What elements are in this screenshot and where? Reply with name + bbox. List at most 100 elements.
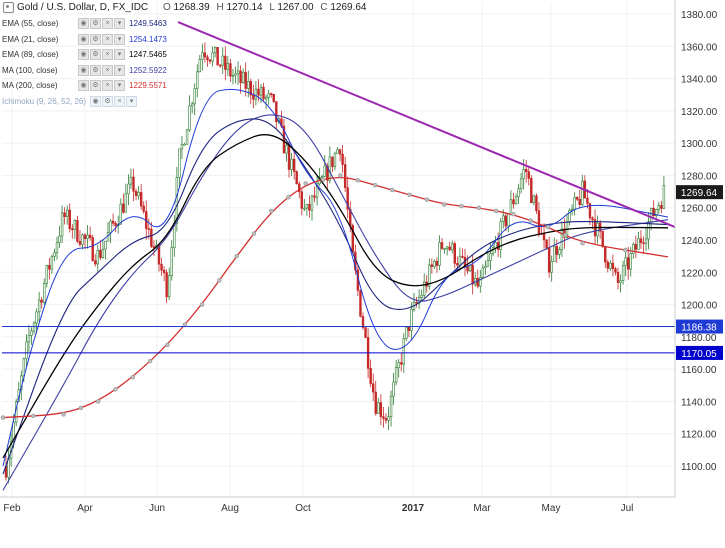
candle-body (323, 165, 326, 177)
candle-body (652, 207, 655, 217)
ma-200-marker (545, 224, 551, 230)
eye-icon[interactable]: ◉ (78, 18, 89, 30)
indicator-value: 1252.5922 (129, 65, 167, 75)
eye-icon[interactable]: ◉ (78, 49, 89, 61)
candle-body (81, 234, 84, 245)
settings-icon[interactable]: ⚙ (90, 33, 101, 45)
candle-body (581, 180, 584, 205)
candle-body (275, 101, 278, 123)
ma-200-marker (390, 187, 395, 193)
eye-icon[interactable]: ◉ (78, 33, 89, 45)
candle-body (440, 242, 444, 249)
horizontal-levels: 1186.38 1170.05 (2, 319, 723, 360)
symbol-title: Gold / U.S. Dollar, D, FX_IDC (17, 2, 149, 14)
ma-200-marker (623, 247, 628, 253)
settings-icon[interactable]: ⚙ (90, 64, 101, 76)
candle-body (504, 215, 507, 227)
ma-200-marker (78, 405, 84, 411)
candle-body (68, 209, 71, 229)
indicator-row[interactable]: MA (100, close) ◉ ⚙ × ▾ 1252.5922 (2, 63, 167, 79)
candle-body (371, 383, 375, 393)
y-tick-label: 1220.00 (681, 268, 718, 279)
close-icon[interactable]: × (102, 33, 113, 45)
candle-body (555, 246, 559, 255)
candle-body (479, 277, 482, 287)
low-label: L (269, 2, 275, 14)
indicator-row[interactable]: EMA (21, close) ◉ ⚙ × ▾ 1254.1473 (2, 32, 167, 48)
more-icon[interactable]: ▾ (126, 95, 138, 107)
candle-body (257, 88, 260, 96)
eye-icon[interactable]: ◉ (78, 80, 89, 92)
candle-body (642, 242, 645, 244)
candle-body (606, 261, 610, 269)
indicator-row[interactable]: EMA (89, close) ◉ ⚙ × ▾ 1247.5465 (2, 47, 167, 63)
ma-200-marker (251, 231, 257, 236)
collapse-icon[interactable] (3, 2, 14, 13)
indicator-row-ichimoku[interactable]: Ichimoku (9, 26, 52, 26) ◉ ⚙ × ▾ (2, 94, 167, 110)
candle-body (369, 368, 372, 385)
candle-body (374, 391, 377, 414)
settings-icon[interactable]: ⚙ (90, 80, 101, 92)
candle-body (343, 164, 347, 188)
ma-200-marker (320, 177, 326, 182)
settings-icon[interactable]: ⚙ (102, 95, 114, 107)
candle-body (150, 228, 153, 247)
level-price-badge (676, 345, 723, 360)
candle-body (114, 223, 117, 227)
trendline[interactable] (177, 21, 676, 229)
candle-body (514, 196, 518, 205)
candle-body (626, 257, 630, 270)
candle-body (346, 187, 349, 210)
more-icon[interactable]: ▾ (114, 64, 125, 76)
eye-icon[interactable]: ◉ (78, 64, 89, 76)
candle-body (619, 280, 622, 283)
candle-body (101, 248, 105, 258)
candle-body (338, 149, 342, 155)
candle-body (308, 204, 311, 211)
candle-body (188, 105, 191, 131)
ma-200-marker (424, 197, 430, 202)
candle-body (43, 282, 46, 303)
close-icon[interactable]: × (102, 49, 113, 61)
candle-body (517, 188, 520, 198)
more-icon[interactable]: ▾ (114, 80, 125, 92)
candle-body (639, 238, 643, 243)
candle-body (341, 153, 344, 165)
close-icon[interactable]: × (102, 64, 113, 76)
eye-icon[interactable]: ◉ (90, 95, 102, 107)
candle-body (333, 152, 337, 168)
indicator-value: 1229.5571 (129, 81, 167, 91)
ma-200-marker (493, 208, 499, 214)
settings-icon[interactable]: ⚙ (90, 49, 101, 61)
ma-200-marker (563, 232, 568, 238)
more-icon[interactable]: ▾ (114, 18, 125, 30)
candle-body (364, 327, 367, 338)
candle-body (152, 246, 156, 248)
high-label: H (216, 2, 224, 14)
candle-body (213, 47, 217, 54)
indicator-row[interactable]: EMA (55, close) ◉ ⚙ × ▾ 1249.5463 (2, 16, 167, 32)
candle-body (379, 402, 383, 417)
close-icon[interactable]: × (102, 80, 113, 92)
candle-body (468, 264, 472, 272)
indicator-row[interactable]: MA (200, close) ◉ ⚙ × ▾ 1229.5571 (2, 78, 167, 94)
more-icon[interactable]: ▾ (114, 49, 125, 61)
y-tick-label: 1360.00 (681, 42, 718, 53)
ma-200-marker (407, 192, 412, 198)
candle-body (292, 158, 296, 172)
candle-body (60, 212, 64, 237)
indicator-name: MA (200, close) (2, 81, 58, 91)
trendline-layer[interactable] (177, 21, 676, 229)
candle-body (655, 209, 658, 217)
more-icon[interactable]: ▾ (114, 33, 125, 45)
ma-200-marker (372, 182, 378, 188)
last-price-badge (676, 185, 723, 200)
candle-body (402, 338, 405, 365)
settings-icon[interactable]: ⚙ (90, 18, 101, 30)
close-icon[interactable]: × (102, 18, 113, 30)
candle-body (637, 238, 640, 250)
candle-body (438, 242, 441, 266)
close-icon[interactable]: × (114, 95, 126, 107)
